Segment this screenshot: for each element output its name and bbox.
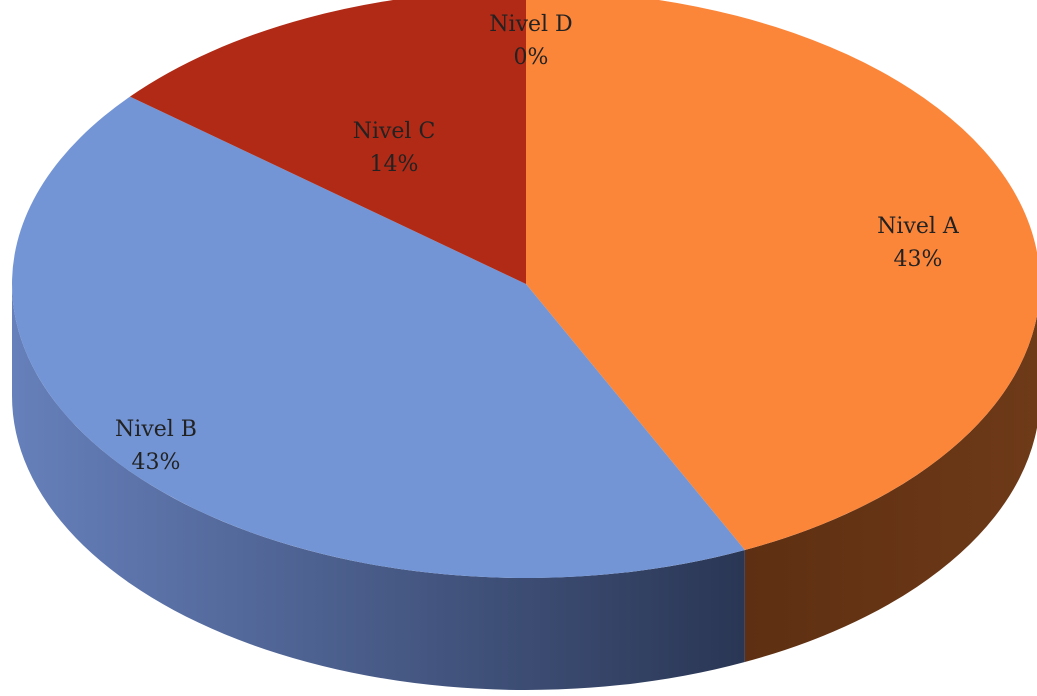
data-label-percent: 43% — [894, 247, 943, 272]
data-label-name: Nivel B — [115, 417, 197, 442]
data-label-percent: 43% — [132, 450, 181, 475]
data-label-nivel-b: Nivel B 43% — [115, 417, 197, 475]
pie-slice-nivel-b — [11, 96, 745, 579]
pie-sides — [12, 284, 1037, 691]
data-label-name: Nivel D — [489, 12, 572, 37]
data-label-percent: 0% — [514, 45, 549, 70]
pie-labels: Nivel A 43% Nivel B 43% Nivel C 14% Nivel D 0% — [115, 12, 960, 475]
data-label-nivel-a: Nivel A 43% — [877, 214, 960, 272]
pie-side-nivel-a — [744, 315, 1037, 663]
data-label-name: Nivel C — [353, 119, 436, 144]
pie-tops — [11, 0, 1037, 579]
data-label-nivel-d: Nivel D 0% — [489, 12, 572, 70]
data-label-percent: 14% — [370, 152, 419, 177]
pie-slice-nivel-c — [129, 0, 526, 284]
pie-slice-nivel-a — [526, 0, 1037, 551]
pie-side-nivel-b — [12, 284, 745, 691]
data-label-nivel-c: Nivel C 14% — [353, 119, 436, 177]
data-label-name: Nivel A — [877, 214, 960, 239]
